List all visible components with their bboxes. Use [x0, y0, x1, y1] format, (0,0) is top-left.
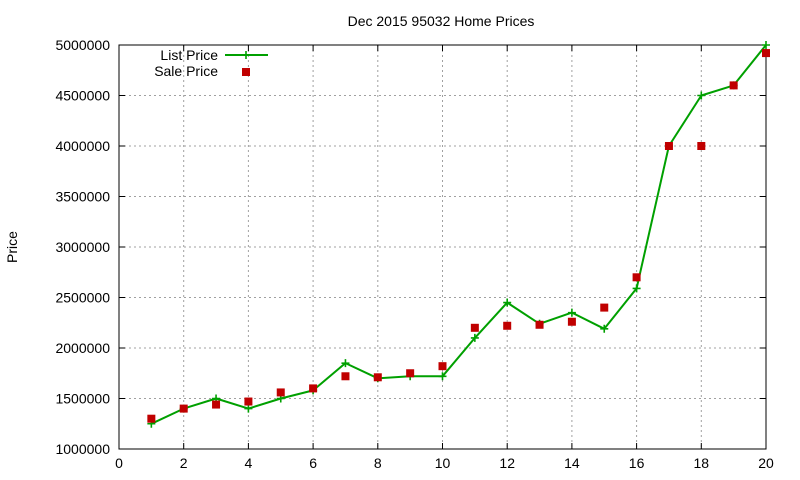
- sale-price-point: [212, 400, 221, 409]
- list-price-line: [150, 44, 767, 425]
- sale-price-point: [762, 49, 770, 58]
- sale-price-point: [470, 323, 479, 332]
- sale-price-point: [276, 388, 285, 397]
- y-tick-label: 2500000: [55, 290, 110, 306]
- x-tick-label: 4: [245, 455, 253, 471]
- y-tick-label: 4000000: [55, 138, 110, 154]
- list-price-point: [567, 308, 576, 317]
- sale-price-point: [600, 303, 609, 312]
- sale-price-point: [535, 320, 544, 329]
- sale-price-point: [406, 369, 415, 378]
- y-tick-label: 5000000: [55, 37, 110, 53]
- sale-price-point: [632, 273, 641, 282]
- list-price-point: [600, 324, 609, 333]
- chart-title: Dec 2015 95032 Home Prices: [348, 13, 535, 29]
- x-tick-label: 16: [629, 455, 645, 471]
- legend-label-list-price: List Price: [160, 47, 218, 63]
- list-price-point: [503, 298, 512, 307]
- list-price-point: [470, 333, 479, 342]
- y-tick-label: 1000000: [55, 441, 110, 457]
- list-price-point: [244, 404, 253, 413]
- list-price-point: [762, 41, 770, 49]
- y-tick-label: 1500000: [55, 391, 110, 407]
- list-price-point: [438, 372, 447, 381]
- plot-area: [147, 41, 770, 428]
- list-price-point: [341, 359, 350, 368]
- list-price-point: [697, 91, 706, 100]
- x-tick-label: 12: [499, 455, 515, 471]
- x-tick-label: 18: [694, 455, 710, 471]
- y-tick-label: 3000000: [55, 239, 110, 255]
- sale-price-point: [179, 404, 188, 413]
- sale-price-point: [373, 373, 382, 382]
- x-tick-label: 8: [374, 455, 382, 471]
- legend-marker-sale-price: [242, 68, 250, 76]
- sale-price-point: [341, 372, 350, 381]
- y-tick-label: 3500000: [55, 189, 110, 205]
- x-tick-label: 0: [115, 455, 123, 471]
- ticks: 1000000 1500000 2000000 2500000 3000000 35000…: [55, 37, 774, 471]
- x-tick-label: 14: [564, 455, 580, 471]
- y-axis-label: Price: [4, 231, 20, 263]
- sale-price-point: [244, 397, 253, 406]
- x-tick-label: 10: [435, 455, 451, 471]
- sale-price-point: [309, 384, 318, 393]
- legend: List Price Sale Price: [154, 47, 268, 79]
- x-tick-label: 20: [758, 455, 774, 471]
- sale-price-point: [567, 317, 576, 326]
- y-tick-label: 2000000: [55, 340, 110, 356]
- sale-price-point: [438, 362, 447, 371]
- y-tick-label: 4500000: [55, 88, 110, 104]
- sale-price-point: [697, 142, 706, 150]
- legend-marker-list-price: [242, 51, 250, 59]
- sale-price-point: [664, 142, 673, 150]
- sale-price-point: [503, 321, 512, 330]
- sale-price-point: [729, 81, 738, 90]
- x-tick-label: 6: [309, 455, 317, 471]
- sale-price-point: [147, 414, 156, 423]
- legend-label-sale-price: Sale Price: [154, 63, 218, 79]
- list-price-point: [632, 284, 641, 293]
- x-tick-label: 2: [180, 455, 188, 471]
